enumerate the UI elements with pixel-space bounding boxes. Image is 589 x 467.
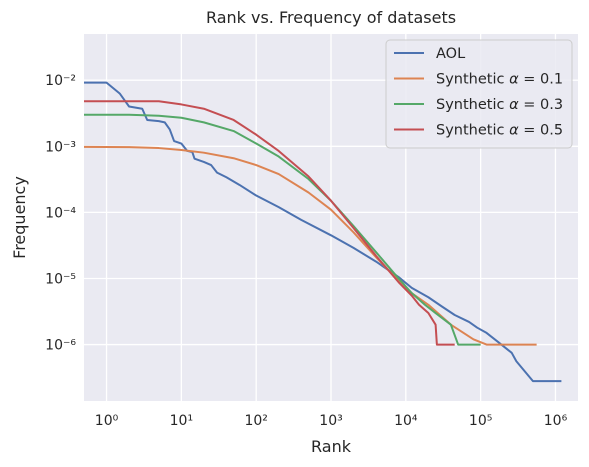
x-tick-label: 10¹ [170, 413, 193, 429]
chart-title: Rank vs. Frequency of datasets [206, 8, 456, 27]
legend-label-1: Synthetic α = 0.1 [436, 72, 563, 88]
x-tick-label: 10⁶ [544, 413, 568, 429]
x-tick-label: 10⁴ [394, 413, 418, 429]
legend-box [385, 39, 573, 149]
x-axis-label: Rank [311, 437, 352, 456]
x-tick-label: 10³ [319, 413, 342, 429]
y-tick-label: 10⁻³ [45, 139, 76, 155]
legend-label-2: Synthetic α = 0.3 [436, 97, 563, 113]
legend-label-3: Synthetic α = 0.5 [436, 123, 563, 139]
x-tick-label: 10⁰ [95, 413, 119, 429]
x-tick-label: 10² [244, 413, 267, 429]
y-tick-label: 10⁻² [45, 73, 76, 89]
x-tick-label: 10⁵ [469, 413, 492, 429]
legend-label-0: AOL [436, 46, 465, 62]
y-tick-label: 10⁻⁶ [45, 338, 76, 354]
series-line-3 [84, 100, 455, 346]
y-tick-label: 10⁻⁵ [45, 271, 76, 287]
series-line-0 [84, 81, 562, 383]
x-axis-ticks: 10⁰ 10¹ 10² 10³ 10⁴ 10⁵ 10⁶ [95, 413, 568, 429]
y-axis-label: Frequency [10, 176, 29, 259]
series-lines [83, 81, 562, 383]
y-axis-ticks: 10⁻⁶ 10⁻⁵ 10⁻⁴ 10⁻³ 10⁻² [45, 73, 76, 353]
legend: AOL Synthetic α = 0.1 Synthetic α = 0.3 Syn… [385, 39, 573, 149]
y-tick-label: 10⁻⁴ [45, 205, 76, 221]
